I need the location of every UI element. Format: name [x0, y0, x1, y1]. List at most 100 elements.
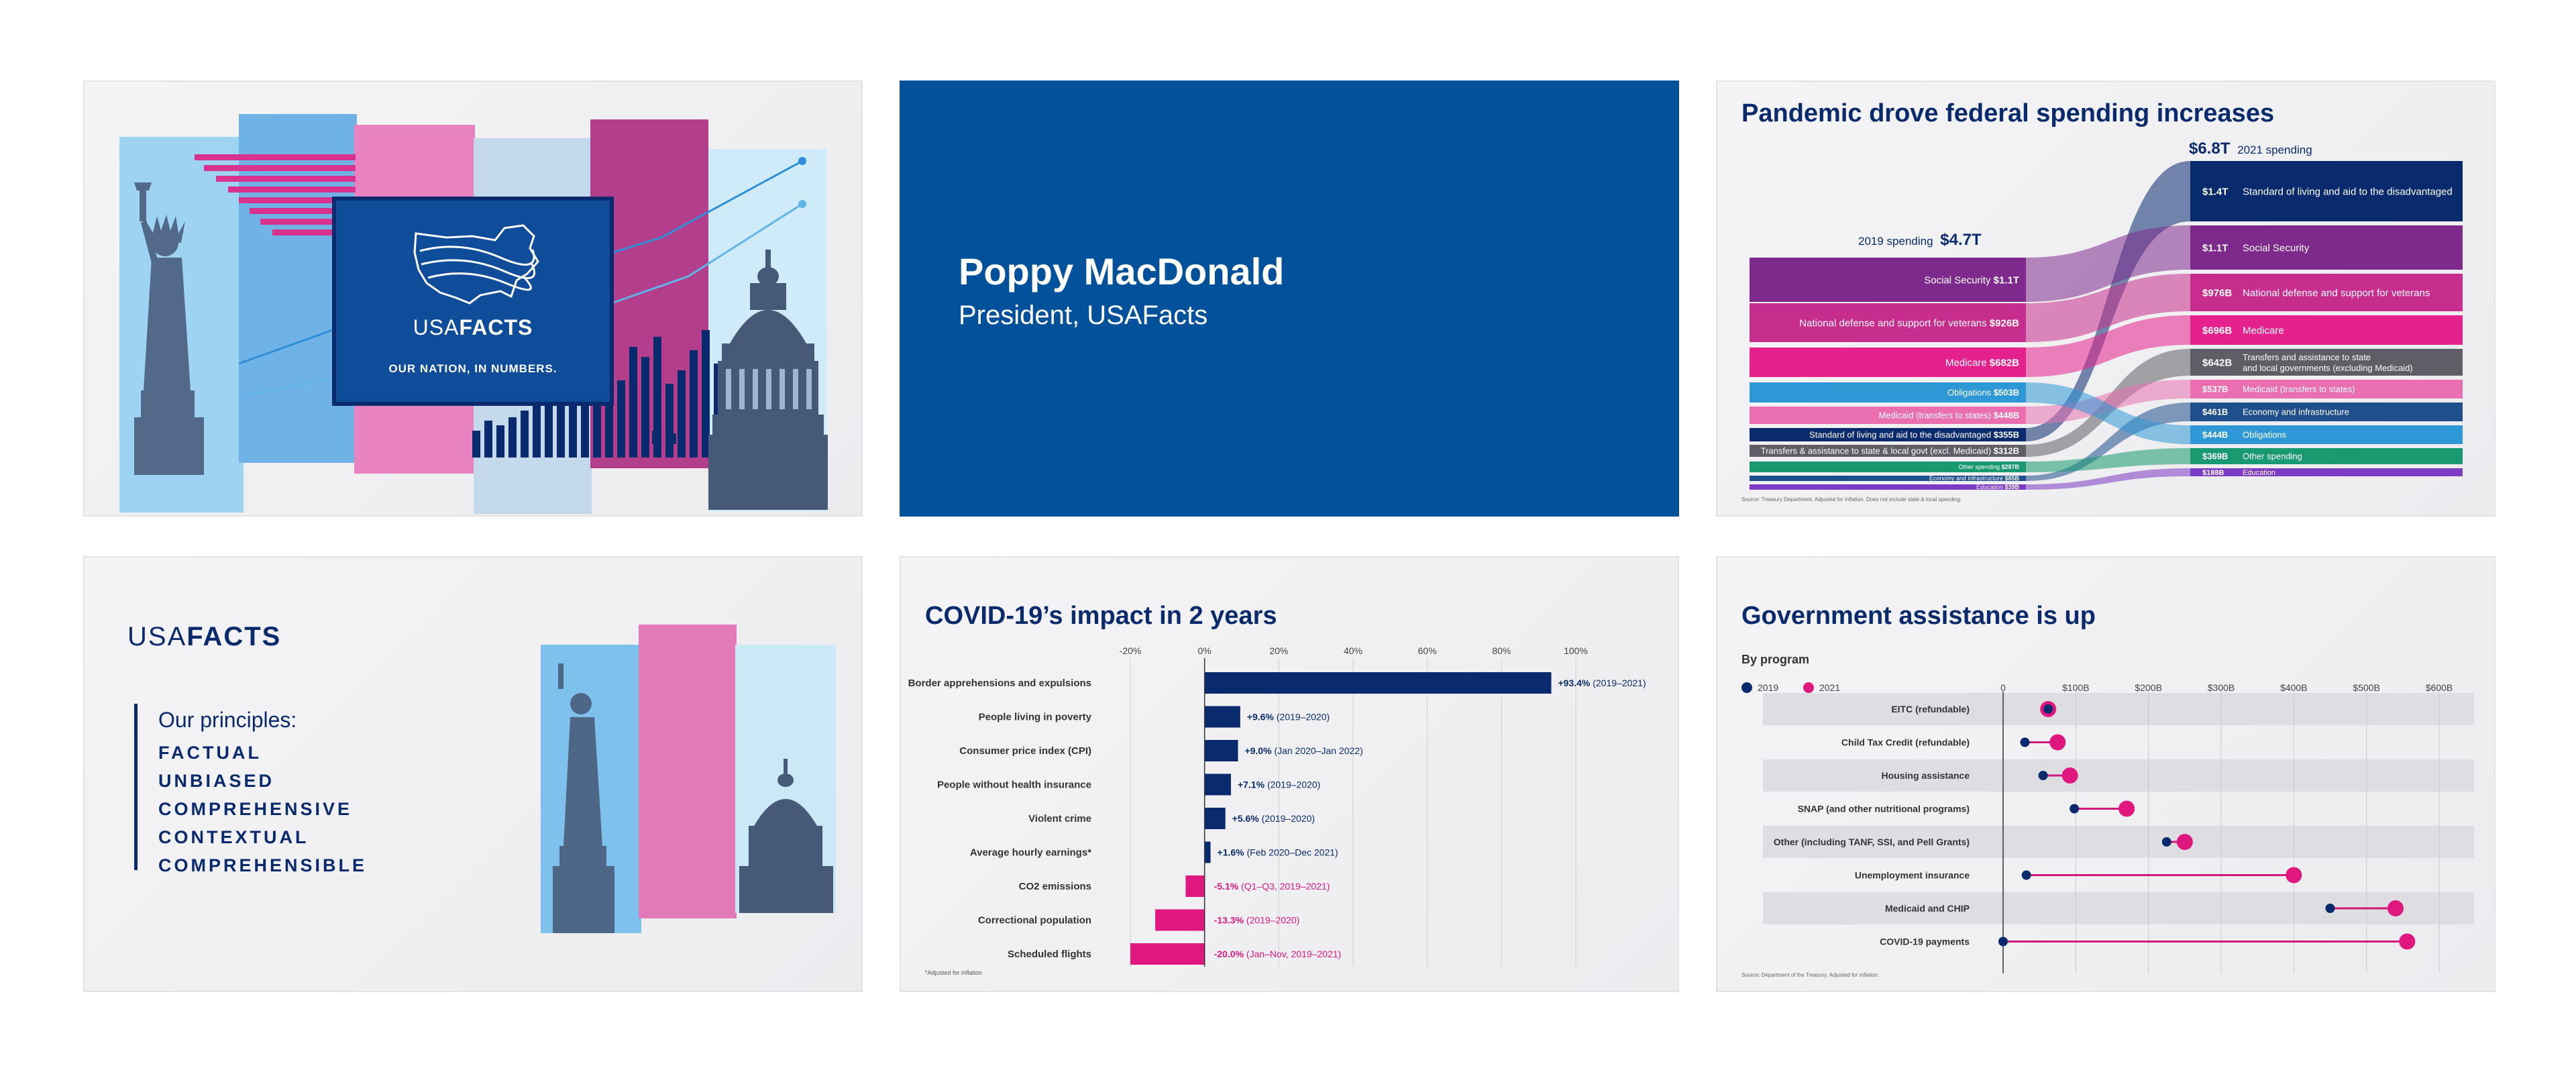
- assist-dot-2019: [2020, 737, 2030, 747]
- slide-principles[interactable]: USAFACTS Our principles: FACTUAL UNBIASED…: [83, 556, 863, 992]
- slide-covid-impact[interactable]: COVID-19’s impact in 2 years -20% 0% 20% 40…: [900, 556, 1679, 992]
- sankey-flow: [2026, 448, 2190, 472]
- assist-category-label: SNAP (and other nutritional programs): [1798, 804, 1970, 814]
- covid-category-label: Consumer price index (CPI): [959, 745, 1091, 757]
- sankey-right-value: $1.1T: [2202, 242, 2228, 254]
- slide-government-assistance[interactable]: Government assistance is up By program 2…: [1716, 556, 2496, 992]
- principles-rule: [134, 704, 138, 870]
- sankey-right-node: [2190, 448, 2463, 464]
- sankey-flow: [2026, 380, 2190, 424]
- covid-bar: [1204, 706, 1240, 728]
- row-band: [1763, 826, 2474, 858]
- sankey-left-label: Obligations $503B: [1947, 388, 2019, 398]
- legend-marker: [1741, 682, 1752, 693]
- sankey-right-node: [2190, 468, 2463, 476]
- statue-of-liberty-icon: [553, 663, 614, 933]
- sankey-left-node: [1750, 445, 2026, 457]
- sankey-left-node: [1750, 347, 2026, 377]
- assist-dot-2019: [2038, 771, 2048, 780]
- sankey-right-label: Standard of living and aid to the disadv…: [2243, 186, 2453, 197]
- sankey-right-node: [2190, 349, 2463, 376]
- sankey-left-node: [1750, 407, 2026, 424]
- assist-category-label: Other (including TANF, SSI, and Pell Gra…: [1774, 837, 1970, 847]
- right-header: $6.8T 2021 spending: [2189, 140, 2312, 158]
- assist-dot-2019: [2161, 837, 2171, 847]
- covid-tick-label: 0%: [1198, 645, 1212, 656]
- sankey-left-label: Economy and infrastructure $85B: [1929, 475, 2020, 482]
- logo-bold: FACTS: [459, 315, 533, 339]
- covid-category-label: People living in poverty: [979, 712, 1092, 723]
- slide-speaker[interactable]: Poppy MacDonald President, USAFacts: [900, 81, 1679, 517]
- principles-title: Our principles:: [158, 708, 297, 732]
- covid-bar: [1185, 875, 1205, 897]
- assistance-dot-plot: 2019 2021 0 $100B $200B $300B $400B $500B $600B E…: [1741, 682, 2474, 973]
- right-header-label: 2021 spending: [2237, 144, 2312, 156]
- left-header-label: 2019 spending: [1858, 235, 1933, 248]
- sankey-left-node: [1750, 258, 2026, 302]
- sankey-right-label: Social Security: [2243, 242, 2310, 254]
- statue-of-liberty-icon: [134, 182, 204, 475]
- covid-bar: [1204, 808, 1226, 829]
- assist-tick-label: $600B: [2426, 682, 2453, 693]
- sankey-flow: [2026, 274, 2190, 342]
- slide-spending-sankey[interactable]: Pandemic drove federal spending increase…: [1716, 81, 2496, 517]
- sankey-left-label: Social Security $1.1T: [1924, 274, 2019, 286]
- sankey-left-node: [1750, 476, 2026, 481]
- currency-panel: [639, 625, 737, 918]
- right-header-value: $6.8T: [2189, 140, 2231, 158]
- assist-category-label: Child Tax Credit (refundable): [1841, 737, 1970, 748]
- sankey-right-label: Education: [2243, 469, 2275, 477]
- sankey-right-value: $369B: [2202, 451, 2228, 462]
- covid-tick-label: 20%: [1269, 645, 1288, 656]
- sankey-left-label: Medicare $682B: [1945, 357, 2019, 368]
- covid-value-label: +9.6% (2019–2020): [1247, 712, 1330, 723]
- covid-category-label: Border apprehensions and expulsions: [908, 678, 1091, 689]
- assist-dot-2019: [1998, 937, 2008, 947]
- trend-dot-upper: [798, 157, 806, 165]
- covid-value-label: +9.0% (Jan 2020–Jan 2022): [1244, 745, 1362, 756]
- sankey-right-label: Medicare: [2243, 325, 2284, 336]
- logo-light: USA: [413, 315, 460, 339]
- assist-category-label: EITC (refundable): [1891, 704, 1970, 714]
- assistance-source: Source: Department of the Treasury. Adju…: [1741, 972, 1880, 978]
- assist-tick-label: $300B: [2208, 682, 2235, 693]
- us-map-icon: [413, 224, 539, 305]
- covid-category-label: CO2 emissions: [1019, 881, 1091, 892]
- collage-art: [119, 114, 828, 514]
- covid-value-label: -20.0% (Jan–Nov, 2019–2021): [1214, 949, 1342, 959]
- covid-tick-label: -20%: [1120, 645, 1142, 656]
- covid-tick-label: 100%: [1564, 645, 1588, 656]
- sankey-diagram: Social Security $1.1T National defense an…: [1750, 161, 2463, 490]
- sankey-right-node: [2190, 380, 2463, 398]
- pink-bar-stack: [195, 154, 356, 235]
- principle-item: UNBIASED: [158, 771, 275, 791]
- left-header-value: $4.7T: [1940, 231, 1982, 249]
- principle-item: COMPREHENSIBLE: [158, 855, 368, 875]
- sankey-flow: [2026, 468, 2190, 490]
- covid-value-label: +7.1% (2019–2020): [1238, 780, 1320, 790]
- covid-tick-label: 80%: [1492, 645, 1511, 656]
- covid-tick-label: 60%: [1418, 645, 1437, 656]
- slide-title-collage[interactable]: USAFACTS OUR NATION, IN NUMBERS.: [83, 81, 863, 517]
- row-band: [1763, 759, 2474, 792]
- assist-dot-2021: [2118, 800, 2135, 817]
- covid-value-label: +1.6% (Feb 2020–Dec 2021): [1218, 847, 1338, 858]
- sankey-right-label: Obligations: [2243, 430, 2287, 440]
- covid-bar-chart: -20% 0% 20% 40% 60% 80% 100% Border apprehensio…: [908, 645, 1646, 967]
- covid-value-label: -13.3% (2019–2020): [1214, 915, 1300, 926]
- principle-item: COMPREHENSIVE: [158, 799, 353, 819]
- covid-tick-label: 40%: [1344, 645, 1362, 656]
- sankey-right-label: and local governments (excluding Medicai…: [2243, 363, 2413, 373]
- assist-dot-2021: [2286, 867, 2302, 884]
- sankey-right-node: [2190, 225, 2463, 270]
- assist-tick-label: $100B: [2062, 682, 2089, 693]
- principle-item: CONTEXTUAL: [158, 827, 309, 847]
- principles-list: FACTUAL UNBIASED COMPREHENSIVE CONTEXTUAL CO…: [158, 739, 367, 879]
- sankey-right-value: $976B: [2202, 287, 2232, 299]
- trend-dot-lower: [798, 200, 806, 208]
- sankey-left-label: Transfers & assistance to state & local …: [1761, 446, 2019, 456]
- covid-category-label: Average hourly earnings*: [970, 847, 1091, 859]
- sankey-right-node: [2190, 315, 2463, 345]
- navy-bar-stack: [472, 330, 734, 458]
- assistance-chart-title: Government assistance is up: [1741, 602, 2096, 630]
